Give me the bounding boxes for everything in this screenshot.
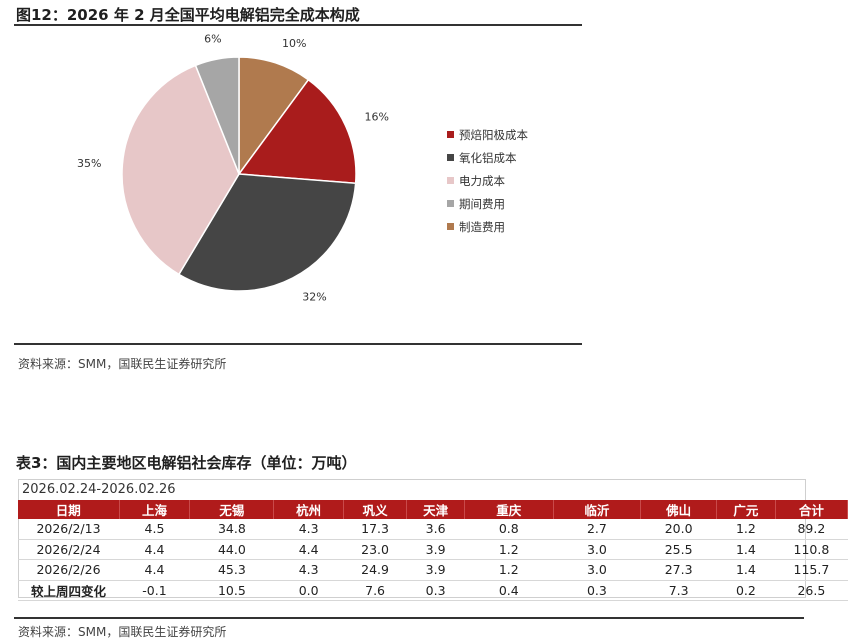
table-row: 2026/2/24 4.4 44.0 4.4 23.0 3.9 1.2 3.0 25.5 1.4 1… [18,539,848,560]
table-header-cell: 巩义 [343,500,408,519]
table-cell: 3.0 [553,539,641,560]
table-cell: 0.4 [464,580,554,601]
table-cell: 23.0 [343,539,407,560]
table-bottom-rule [14,617,804,619]
table-cell: 4.5 [119,519,190,540]
table-cell: 110.8 [775,539,848,560]
legend-label: 制造费用 [459,219,505,234]
table-source: 资料来源：SMM，国联民生证券研究所 [18,625,227,639]
table-header-cell: 广元 [716,500,776,519]
figure-bottom-rule [14,343,582,345]
table-cell: 4.4 [119,559,190,581]
table-cell: 3.0 [553,559,641,581]
table-cell: 45.3 [189,559,274,581]
legend-item: 制造费用 [447,215,528,238]
legend-swatch [447,177,454,184]
table-cell: 3.9 [406,539,465,560]
table-cell: 1.4 [716,539,776,560]
inventory-table: 日期 上海 无锡 杭州 巩义 天津 重庆 临沂 佛山 广元 合计 2026/2/13 4.5 34.8 4… [18,500,848,601]
pie-slice-label-2: 32% [302,291,326,304]
table-header-row: 日期 上海 无锡 杭州 巩义 天津 重庆 临沂 佛山 广元 合计 [18,500,848,519]
title-rule [14,24,582,26]
table-cell: 115.7 [775,559,848,581]
table-cell: 4.3 [273,559,344,581]
figure-title: 图12：2026 年 2 月全国平均电解铝完全成本构成 [16,6,360,24]
table-cell: 0.3 [553,580,641,601]
table-cell: 4.4 [119,539,190,560]
table-row-label: 2026/2/26 [18,559,119,581]
pie-slice-2 [177,173,357,292]
table-cell: 7.6 [343,580,407,601]
pie-slice-label-1: 16% [365,111,389,124]
legend-swatch [447,200,454,207]
table-cell: 89.2 [775,519,848,540]
legend-swatch [447,131,454,138]
legend-swatch [447,223,454,230]
table-cell: 4.4 [273,539,344,560]
table-header-cell: 杭州 [273,500,344,519]
legend-label: 预焙阳极成本 [459,127,528,142]
pie-slice-3 [121,64,240,276]
table-header-cell: 天津 [406,500,466,519]
table-header-cell: 日期 [18,500,120,519]
pie-slice-label-4: 6% [204,32,221,45]
table-cell: 0.8 [464,519,554,540]
table-row-label: 较上周四变化 [18,580,119,601]
table-header-cell: 无锡 [189,500,275,519]
table-cell: 44.0 [189,539,274,560]
pie-chart: 10% 16% 32% 35% 6% [77,32,389,304]
legend-item: 期间费用 [447,192,528,215]
table-title: 表3：国内主要地区电解铝社会库存（单位：万吨） [16,454,357,472]
table-date-range: 2026.02.24-2026.02.26 [22,482,176,497]
table-row: 2026/2/13 4.5 34.8 4.3 17.3 3.6 0.8 2.7 20.0 1.2 8… [18,519,848,540]
legend-item: 电力成本 [447,169,528,192]
table-cell: 7.3 [640,580,717,601]
table-cell: 0.2 [716,580,776,601]
table-cell: 0.0 [273,580,344,601]
table-header-cell: 重庆 [464,500,554,519]
legend-label: 电力成本 [459,173,505,188]
pie-slice-label-0: 10% [282,37,306,50]
table-cell: 3.9 [406,559,465,581]
table-cell: -0.1 [119,580,190,601]
table-cell: 17.3 [343,519,407,540]
pie-slice-label-3: 35% [77,157,101,170]
table-cell: 2.7 [553,519,641,540]
table-cell: 1.2 [464,539,554,560]
pie-slice-4 [194,56,240,175]
table-row: 2026/2/26 4.4 45.3 4.3 24.9 3.9 1.2 3.0 27.3 1.4 1… [18,559,848,581]
table-cell: 4.3 [273,519,344,540]
table-cell: 1.2 [464,559,554,581]
table-cell: 1.4 [716,559,776,581]
legend-item: 预焙阳极成本 [447,123,528,146]
table-cell: 24.9 [343,559,407,581]
table-header-cell: 合计 [775,500,848,519]
table-row-label: 2026/2/24 [18,539,119,560]
table-cell: 20.0 [640,519,717,540]
table-header-cell: 上海 [119,500,191,519]
table-cell: 3.6 [406,519,465,540]
table-cell: 27.3 [640,559,717,581]
pie-slice-0 [238,56,310,177]
table-cell: 25.5 [640,539,717,560]
table-header-cell: 佛山 [640,500,718,519]
legend-label: 氧化铝成本 [459,150,517,165]
figure-source: 资料来源：SMM，国联民生证券研究所 [18,357,227,371]
chart-legend: 预焙阳极成本 氧化铝成本电力成本期间费用制造费用 [447,123,528,238]
table-cell: 0.3 [406,580,465,601]
pie-slice-1 [237,78,357,185]
legend-swatch [447,154,454,161]
table-cell: 26.5 [775,580,848,601]
table-cell: 34.8 [189,519,274,540]
legend-item: 氧化铝成本 [447,146,528,169]
legend-label: 期间费用 [459,196,505,211]
table-cell: 1.2 [716,519,776,540]
table-row-label: 2026/2/13 [18,519,119,540]
table-cell: 10.5 [189,580,274,601]
table-header-cell: 临沂 [553,500,642,519]
table-row: 较上周四变化 -0.1 10.5 0.0 7.6 0.3 0.4 0.3 7.3 0.2 26.5 [18,580,848,601]
